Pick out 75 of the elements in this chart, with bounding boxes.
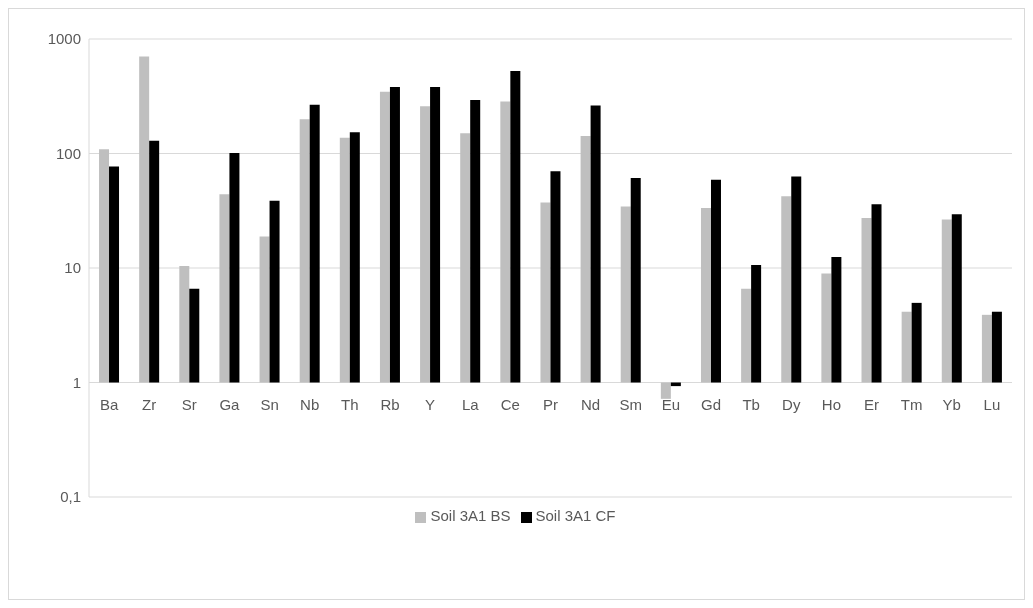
bar [379, 91, 390, 383]
bar [741, 288, 752, 383]
bar [149, 140, 160, 383]
bar [510, 71, 521, 383]
y-tick-label: 100 [55, 144, 81, 162]
x-tick-label: Yb [942, 395, 961, 413]
y-tick-label: 10 [64, 259, 81, 277]
bar [189, 288, 200, 383]
x-tick-label: Sm [619, 395, 643, 413]
bar [580, 136, 591, 383]
bar [540, 202, 551, 383]
bar [460, 133, 471, 383]
bar [700, 207, 711, 383]
bar [861, 217, 872, 383]
bar [139, 56, 150, 383]
x-tick-label: Pr [543, 395, 558, 413]
y-tick-label: 1 [72, 373, 81, 391]
x-tick-label: Dy [782, 395, 801, 413]
x-tick-label: Sn [260, 395, 279, 413]
bar [781, 196, 792, 383]
bar [751, 265, 762, 383]
x-tick-label: Eu [661, 395, 681, 413]
x-tick-label: Y [425, 395, 436, 413]
x-tick-label: Gd [701, 395, 722, 413]
bar [981, 314, 992, 383]
bar [991, 311, 1002, 383]
bar [710, 179, 721, 383]
bar [349, 132, 360, 383]
bar [269, 200, 280, 383]
bar [339, 137, 350, 383]
bar [590, 105, 601, 383]
x-tick-label: Rb [380, 395, 400, 413]
x-tick-label: La [461, 395, 480, 413]
legend-label: Soil 3A1 CF [535, 507, 616, 524]
bar [791, 176, 802, 383]
bar [911, 302, 922, 383]
bar [620, 206, 631, 383]
x-tick-label: Nb [300, 395, 320, 413]
bar [109, 166, 120, 383]
legend-label: Soil 3A1 BS [430, 507, 511, 524]
x-tick-label: Lu [983, 395, 1001, 413]
x-tick-label: Er [864, 395, 880, 413]
x-tick-label: Nd [581, 395, 601, 413]
bar [219, 194, 230, 383]
x-tick-label: Th [341, 395, 359, 413]
bar [430, 87, 441, 383]
bar [309, 104, 320, 383]
bar [500, 101, 511, 383]
bar [229, 153, 240, 383]
bar [550, 171, 561, 383]
x-tick-label: Ga [219, 395, 241, 413]
bar [951, 214, 962, 383]
x-tick-label: Tb [742, 395, 760, 413]
x-tick-label: Zr [142, 395, 157, 413]
bar [179, 266, 190, 383]
bar [630, 178, 641, 383]
y-tick-label: 0,1 [60, 488, 81, 506]
x-tick-label: Ba [99, 395, 119, 413]
bar [259, 236, 270, 383]
bar [831, 256, 842, 383]
y-tick-label: 1000 [47, 30, 81, 48]
x-tick-label: Ce [500, 395, 520, 413]
x-tick-label: Tm [900, 395, 923, 413]
bar [941, 219, 952, 383]
bar [901, 311, 912, 383]
bar [871, 204, 882, 383]
x-tick-label: Sr [181, 395, 197, 413]
bar [389, 87, 400, 383]
x-tick-label: Ho [821, 395, 842, 413]
bar [99, 149, 110, 383]
bar [470, 100, 481, 383]
bar [420, 106, 431, 383]
bar [299, 119, 310, 383]
bar [660, 382, 671, 399]
bar [821, 273, 832, 383]
